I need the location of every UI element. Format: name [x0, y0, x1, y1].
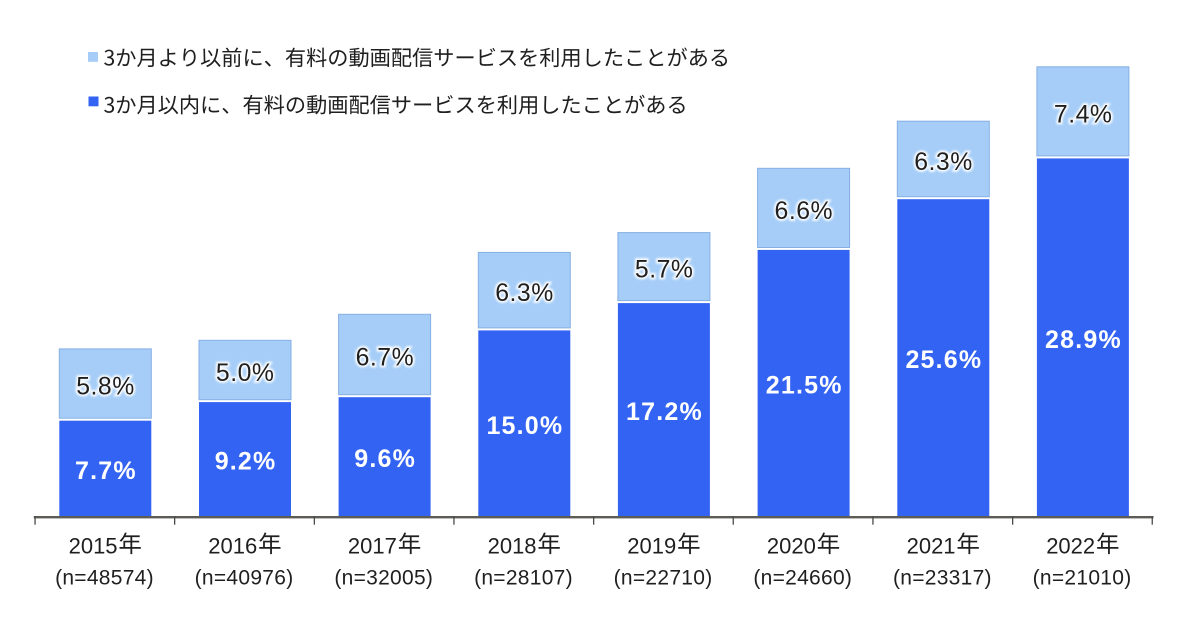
- svg-text:(n=40976): (n=40976): [195, 567, 294, 590]
- svg-text:2022: 2022: [1046, 533, 1095, 558]
- svg-text:(n=32005): (n=32005): [334, 567, 433, 590]
- svg-text:2018: 2018: [488, 533, 537, 558]
- svg-text:(n=21010): (n=21010): [1033, 567, 1132, 590]
- svg-text:2017: 2017: [348, 533, 397, 558]
- svg-text:5.0%: 5.0%: [216, 360, 275, 387]
- svg-text:2020: 2020: [767, 533, 816, 558]
- svg-text:9.6%: 9.6%: [354, 445, 416, 473]
- svg-text:(n=48574): (n=48574): [55, 567, 154, 590]
- svg-text:6.3%: 6.3%: [495, 280, 554, 307]
- svg-text:6.3%: 6.3%: [914, 149, 973, 176]
- svg-text:9.2%: 9.2%: [215, 448, 277, 476]
- svg-text:7.7%: 7.7%: [75, 457, 137, 485]
- svg-text:5.7%: 5.7%: [635, 257, 694, 284]
- svg-text:15.0%: 15.0%: [486, 412, 563, 440]
- svg-text:(n=22710): (n=22710): [614, 567, 713, 590]
- svg-text:2015: 2015: [69, 533, 118, 558]
- svg-text:6.6%: 6.6%: [775, 198, 834, 225]
- svg-text:6.3%: 6.3%: [495, 280, 554, 307]
- svg-text:5.7%: 5.7%: [635, 257, 694, 284]
- svg-text:(n=23317): (n=23317): [893, 567, 992, 590]
- svg-text:5.8%: 5.8%: [76, 374, 135, 401]
- svg-text:2021: 2021: [907, 533, 956, 558]
- svg-text:7.4%: 7.4%: [1054, 101, 1113, 128]
- svg-text:5.8%: 5.8%: [76, 374, 135, 401]
- svg-text:6.3%: 6.3%: [914, 149, 973, 176]
- svg-text:6.6%: 6.6%: [775, 198, 834, 225]
- svg-text:2019: 2019: [627, 533, 676, 558]
- svg-text:28.9%: 28.9%: [1045, 326, 1122, 354]
- svg-text:(n=28107): (n=28107): [474, 567, 573, 590]
- svg-text:6.7%: 6.7%: [356, 345, 415, 372]
- svg-text:(n=24660): (n=24660): [753, 567, 852, 590]
- svg-text:25.6%: 25.6%: [905, 346, 982, 374]
- svg-text:7.4%: 7.4%: [1054, 101, 1113, 128]
- svg-text:6.7%: 6.7%: [356, 345, 415, 372]
- svg-text:5.0%: 5.0%: [216, 360, 275, 387]
- svg-text:2016: 2016: [208, 533, 257, 558]
- svg-text:21.5%: 21.5%: [766, 372, 843, 400]
- svg-text:17.2%: 17.2%: [626, 398, 703, 426]
